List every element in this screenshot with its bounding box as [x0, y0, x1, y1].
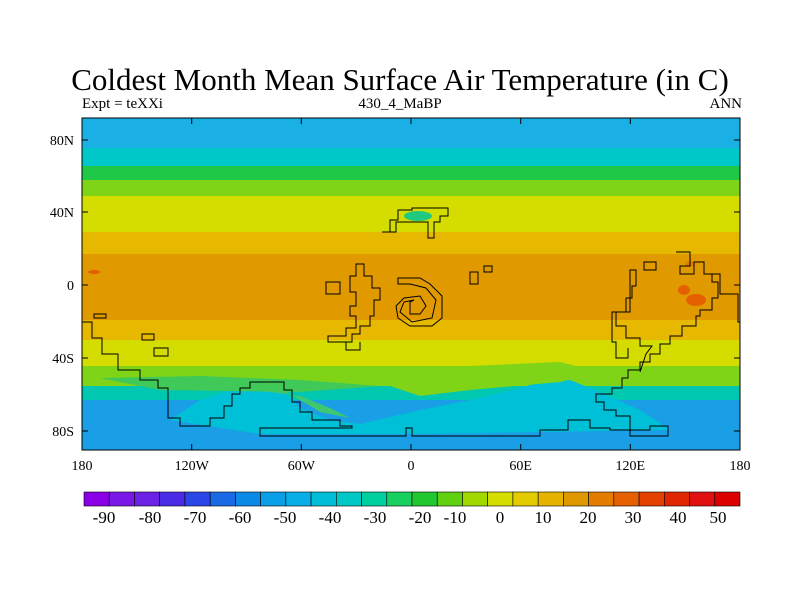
colorbar-labels: -90 -80 -70 -60 -50 -40 -30 -20 -10 0 10…: [93, 508, 727, 527]
coastline-island-c: [483, 265, 493, 273]
y-tick-labels: 80N 40N 0 40S 80S: [50, 134, 74, 440]
band-warm-south: [82, 340, 740, 366]
hot-spot-east-2: [678, 285, 690, 295]
colorbar-label: 50: [710, 508, 727, 527]
y-tick-label: 80N: [50, 134, 74, 149]
season-label: ANN: [709, 96, 743, 112]
colorbar-swatch: [108, 491, 135, 507]
hot-spot-east: [686, 294, 706, 306]
axis-ticks: [81, 118, 741, 450]
coastline-island-d: [93, 313, 107, 319]
coastline-east-island: [643, 261, 657, 271]
colorbar-swatch: [184, 491, 211, 507]
colorbar-label: -60: [229, 508, 252, 527]
colorbar-label: 30: [625, 508, 642, 527]
colorbar-swatch: [613, 491, 640, 507]
colorbar-swatch: [310, 491, 337, 507]
plot-title: Coldest Month Mean Surface Air Temperatu…: [71, 62, 729, 97]
colorbar-swatch: [512, 491, 539, 507]
colorbar-swatch: [487, 491, 514, 507]
colorbar-swatch: [235, 491, 261, 507]
hot-spot-west: [88, 270, 100, 274]
southern-warm-tongue: [380, 362, 600, 396]
x-tick-labels: 180 120W 60W 0 60E 120E 180: [72, 459, 751, 474]
period-label: 430_4_MaBP: [358, 96, 442, 112]
colorbar-label: -80: [139, 508, 162, 527]
colorbar-label: -50: [274, 508, 297, 527]
colorbar-label: -90: [93, 508, 116, 527]
x-tick-label: 60W: [288, 459, 316, 474]
colorbar-swatch: [336, 491, 362, 507]
colorbar-swatch: [159, 491, 186, 507]
colorbar-swatch: [83, 491, 110, 507]
gondwana-cold-area: [170, 376, 670, 434]
band-subpolar-north: [82, 148, 740, 166]
coastline-island-f: [153, 347, 169, 357]
colorbar-swatch: [285, 491, 312, 507]
x-tick-label: 180: [730, 459, 751, 474]
x-tick-label: 0: [408, 459, 415, 474]
y-tick-label: 0: [67, 279, 74, 294]
coastline-gondwana: [82, 251, 719, 437]
coastline-africa-tail: [345, 342, 361, 351]
coastlines: [82, 207, 740, 437]
band-subtropic-north: [82, 232, 740, 254]
colorbar-swatch: [664, 491, 690, 507]
x-tick-label: 180: [72, 459, 93, 474]
x-tick-label: 120W: [175, 459, 210, 474]
south-green-strip: [100, 376, 380, 392]
band-temperate-north: [82, 180, 740, 196]
colorbar-label: -10: [444, 508, 467, 527]
coastline-south-east: [611, 269, 653, 373]
colorbar-swatch: [134, 491, 160, 507]
colorbar-label: 20: [580, 508, 597, 527]
x-tick-label: 60E: [509, 459, 532, 474]
coastline-northern-block: [382, 207, 449, 239]
coastline-island-a: [325, 281, 341, 295]
colorbar-swatch: [361, 491, 388, 507]
y-tick-label: 80S: [52, 425, 74, 440]
band-cool-north: [82, 166, 740, 180]
colorbar-swatch: [588, 491, 615, 507]
colorbar-label: 40: [670, 508, 687, 527]
colorbar-swatch: [689, 491, 716, 507]
colorbar-swatch: [714, 491, 741, 507]
band-equatorial: [82, 254, 740, 320]
temperature-field: [82, 118, 740, 450]
y-tick-label: 40S: [52, 352, 74, 367]
y-tick-label: 40N: [50, 206, 74, 221]
colorbar-label: 0: [496, 508, 505, 527]
colorbar-swatch: [563, 491, 589, 507]
coastline-east-small: [704, 273, 740, 323]
colorbar-label: -30: [364, 508, 387, 527]
x-tick-label: 120E: [616, 459, 646, 474]
colorbar-swatch: [537, 491, 564, 507]
colorbar: [83, 491, 741, 507]
colorbar-label: -20: [409, 508, 432, 527]
colorbar-swatch: [386, 491, 413, 507]
colorbar-swatch: [411, 491, 438, 507]
coastline-island-e: [141, 333, 155, 341]
colorbar-swatch: [260, 491, 287, 507]
colorbar-label: -70: [184, 508, 207, 527]
colorbar-swatch: [638, 491, 665, 507]
coastline-central-ring: [395, 277, 443, 327]
band-subtropic-south: [82, 320, 740, 340]
colorbar-label: 10: [535, 508, 552, 527]
coastline-africa-like: [327, 263, 381, 343]
colorbar-swatch: [462, 491, 488, 507]
north-cold-spot: [404, 211, 432, 221]
colorbar-swatch: [209, 491, 236, 507]
coastline-island-b: [469, 271, 479, 285]
colorbar-label: -40: [319, 508, 342, 527]
experiment-label: Expt = teXXi: [82, 96, 163, 112]
colorbar-swatch: [436, 491, 463, 507]
